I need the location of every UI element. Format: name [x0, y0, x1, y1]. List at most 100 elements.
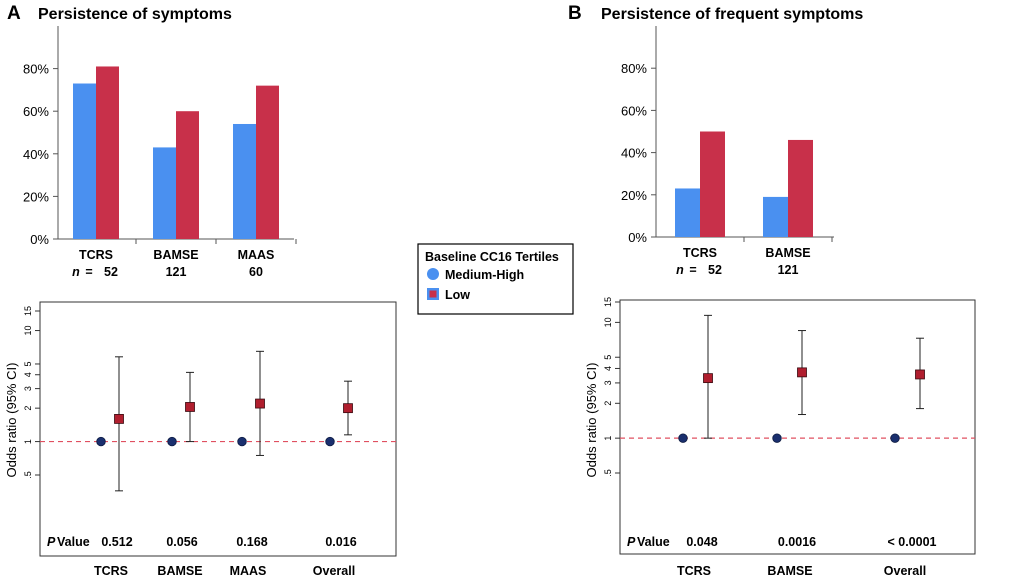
y-tick-label: 5: [23, 361, 33, 366]
p-value: 0.0016: [778, 535, 816, 549]
category-label: TCRS: [677, 564, 711, 578]
odds-ratio-point: [343, 403, 353, 414]
category-label: BAMSE: [767, 564, 812, 578]
y-tick-label: 2: [23, 406, 33, 411]
p-value-label: Value: [57, 535, 90, 549]
panel-a-title: Persistence of symptoms: [38, 6, 232, 23]
y-tick-label: 1: [23, 439, 33, 444]
y-tick-label: 60%: [23, 104, 49, 119]
category-label: Overall: [313, 564, 355, 578]
category-label: TCRS: [94, 564, 128, 578]
plot-frame: [39, 301, 397, 557]
legend-label-medium-high: Medium-High: [445, 268, 524, 282]
odds-ratio-point: [114, 414, 124, 424]
bar-medium-high: [233, 123, 256, 239]
category-label: MAAS: [238, 248, 275, 262]
y-tick-label: 80%: [621, 61, 647, 76]
n-value-label: 121: [166, 265, 187, 279]
y-tick-label: 10: [603, 317, 613, 327]
bar-chart-b: 0% 20% 40% 60% 80% TCRS n = 52 BAMSE 121: [621, 26, 834, 277]
y-tick-label: 15: [23, 306, 33, 316]
y-axis-label: Odds ratio (95% CI): [4, 363, 19, 478]
n-value-label: 121: [778, 263, 799, 277]
forest-plot-b: Odds ratio (95% CI) 1 2 3 4 5 10 15 .5 P Value 0.0…: [584, 297, 976, 578]
y-tick-label: 4: [23, 372, 33, 377]
y-tick-label: 20%: [23, 189, 49, 204]
odds-ratio-point: [915, 369, 925, 380]
p-value-label-italic: P: [47, 535, 56, 549]
p-value: 0.512: [101, 535, 132, 549]
panel-a-letter: A: [7, 3, 21, 24]
bar-medium-high: [675, 188, 700, 237]
panel-b-title: Persistence of frequent symptoms: [601, 6, 863, 23]
y-axis-label: Odds ratio (95% CI): [584, 363, 599, 478]
medium-high-point: [237, 436, 247, 447]
y-tick-label: 1: [603, 436, 613, 441]
bar-medium-high: [73, 83, 96, 239]
y-tick-label: 10: [23, 326, 33, 336]
medium-high-point: [678, 433, 688, 443]
bar-medium-high: [153, 147, 176, 239]
bar-low: [256, 85, 279, 239]
plot-frame: [619, 299, 976, 555]
odds-ratio-point: [185, 402, 195, 412]
legend-title: Baseline CC16 Tertiles: [425, 250, 559, 264]
y-tick-label: 40%: [621, 146, 647, 161]
p-value-label: Value: [637, 535, 670, 549]
y-tick-label: .5: [23, 471, 33, 479]
y-tick-label: 3: [23, 386, 33, 391]
p-value: 0.168: [236, 535, 267, 549]
category-label: BAMSE: [153, 248, 198, 262]
y-tick-label: 2: [603, 401, 613, 406]
legend-circle-icon: [427, 268, 439, 280]
category-label: TCRS: [683, 246, 717, 260]
n-prefix-label: n: [72, 265, 80, 279]
medium-high-point: [96, 436, 106, 447]
category-label: MAAS: [230, 564, 267, 578]
category-label: BAMSE: [765, 246, 810, 260]
p-value: 0.048: [686, 535, 717, 549]
panel-b-letter: B: [568, 3, 582, 24]
medium-high-point: [325, 436, 335, 447]
y-tick-label: 4: [603, 366, 613, 371]
n-equals-label: =: [689, 263, 696, 277]
y-tick-label: 80%: [23, 62, 49, 77]
p-value: 0.016: [325, 535, 356, 549]
y-tick-label: 60%: [621, 103, 647, 118]
bar-low: [176, 111, 199, 239]
n-value-label: 52: [104, 265, 118, 279]
bar-chart-a: 0% 20% 40% 60% 80% TCRS n = 52 BAMSE 121 MAAS 60: [23, 26, 297, 279]
category-label: TCRS: [79, 248, 113, 262]
medium-high-point: [167, 436, 177, 447]
medium-high-point: [890, 433, 900, 443]
legend-label-low: Low: [445, 288, 470, 302]
n-equals-label: =: [85, 265, 92, 279]
bar-low: [700, 131, 725, 237]
forest-plot-a: Odds ratio (95% CI) 1 2 3 4 5 10 15 .5 P Value 0.5…: [4, 301, 397, 578]
category-label: BAMSE: [157, 564, 202, 578]
odds-ratio-point: [797, 367, 807, 378]
y-tick-label: 3: [603, 380, 613, 385]
y-tick-label: 0%: [628, 230, 647, 245]
bar-medium-high: [763, 196, 788, 237]
medium-high-point: [772, 433, 782, 443]
y-tick-label: .5: [603, 469, 613, 477]
bar-low: [96, 66, 119, 239]
y-tick-label: 0%: [30, 232, 49, 247]
legend: Baseline CC16 Tertiles Medium-High Low: [417, 243, 574, 315]
n-prefix-label: n: [676, 263, 684, 277]
y-tick-label: 20%: [621, 188, 647, 203]
bar-low: [788, 139, 813, 237]
category-label: Overall: [884, 564, 926, 578]
odds-ratio-point: [703, 373, 713, 384]
legend-box: [417, 243, 574, 315]
y-tick-label: 5: [603, 355, 613, 360]
n-value-label: 60: [249, 265, 263, 279]
y-tick-label: 40%: [23, 147, 49, 162]
p-value: < 0.0001: [887, 535, 936, 549]
n-value-label: 52: [708, 263, 722, 277]
p-value-label-italic: P: [627, 535, 636, 549]
odds-ratio-point: [255, 398, 265, 409]
p-value: 0.056: [166, 535, 197, 549]
